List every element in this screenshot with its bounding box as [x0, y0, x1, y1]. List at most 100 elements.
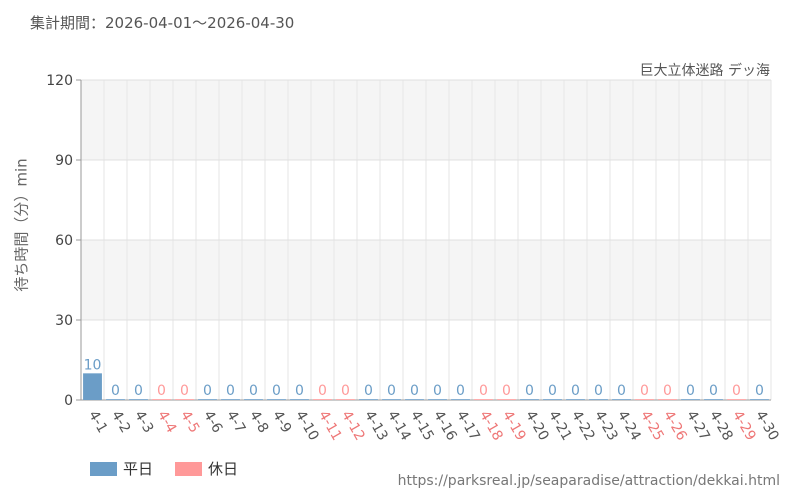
data-label-4-15: 0 — [410, 383, 419, 399]
data-label-4-13: 0 — [364, 383, 373, 399]
data-label-4-5: 0 — [180, 383, 189, 399]
y-tick-label: 120 — [46, 73, 73, 89]
data-label-4-21: 0 — [548, 383, 557, 399]
x-tick-label-4-13: 4-13 — [361, 408, 391, 444]
legend-label-holiday: 休日 — [208, 460, 239, 478]
bar-4-16 — [428, 399, 447, 400]
bar-4-18 — [474, 399, 493, 400]
y-tick-label: 90 — [55, 153, 73, 169]
x-tick-label-4-16: 4-16 — [430, 408, 460, 444]
data-label-4-30: 0 — [755, 383, 764, 399]
x-tick-label-4-29: 4-29 — [729, 408, 759, 444]
x-tick-label-4-8: 4-8 — [246, 408, 271, 436]
legend-item-holiday: 休日 — [175, 458, 238, 479]
y-tick-label: 30 — [55, 313, 73, 329]
bar-4-5 — [175, 399, 194, 400]
bar-4-13 — [359, 399, 378, 400]
x-tick-label-4-17: 4-17 — [453, 408, 483, 444]
x-tick-label-4-20: 4-20 — [522, 408, 552, 444]
x-tick-label-4-19: 4-19 — [499, 408, 529, 444]
bar-4-12 — [336, 399, 355, 400]
y-tick-label: 60 — [55, 233, 73, 249]
x-tick-label-4-15: 4-15 — [407, 408, 437, 444]
legend: 平日 休日 — [90, 458, 238, 479]
x-tick-label-4-3: 4-3 — [131, 408, 156, 436]
x-tick-label-4-30: 4-30 — [752, 408, 782, 444]
bar-4-17 — [451, 399, 470, 400]
x-tick-label-4-22: 4-22 — [568, 408, 598, 444]
data-label-4-6: 0 — [203, 383, 212, 399]
legend-item-weekday: 平日 — [90, 458, 153, 479]
bar-4-20 — [520, 399, 539, 400]
x-tick-label-4-27: 4-27 — [683, 408, 713, 444]
data-label-4-7: 0 — [226, 383, 235, 399]
x-tick-label-4-2: 4-2 — [108, 408, 133, 436]
data-label-4-22: 0 — [571, 383, 580, 399]
y-tick-label: 0 — [64, 393, 73, 409]
bar-4-22 — [566, 399, 585, 400]
bar-4-14 — [382, 399, 401, 400]
bar-4-15 — [405, 399, 424, 400]
data-label-4-2: 0 — [111, 383, 120, 399]
bar-4-6 — [198, 399, 217, 400]
data-label-4-14: 0 — [387, 383, 396, 399]
x-tick-label-4-9: 4-9 — [269, 408, 294, 436]
x-tick-label-4-7: 4-7 — [223, 408, 248, 436]
data-label-4-16: 0 — [433, 383, 442, 399]
data-label-4-17: 0 — [456, 383, 465, 399]
data-label-4-10: 0 — [295, 383, 304, 399]
bar-4-11 — [313, 399, 332, 400]
data-label-4-23: 0 — [594, 383, 603, 399]
bar-4-10 — [290, 399, 309, 400]
bar-4-19 — [497, 399, 516, 400]
x-tick-label-4-1: 4-1 — [85, 408, 110, 436]
bar-4-1 — [83, 373, 102, 400]
legend-label-weekday: 平日 — [123, 460, 154, 478]
data-label-4-3: 0 — [134, 383, 143, 399]
x-tick-label-4-28: 4-28 — [706, 408, 736, 444]
data-label-4-8: 0 — [249, 383, 258, 399]
period-text: 集計期間：2026-04-01～2026-04-30 — [30, 14, 295, 32]
bar-4-8 — [244, 399, 263, 400]
x-tick-label-4-6: 4-6 — [200, 408, 225, 436]
bar-4-25 — [635, 399, 654, 400]
x-tick-label-4-26: 4-26 — [660, 408, 690, 444]
bar-4-26 — [658, 399, 677, 400]
x-tick-label-4-4: 4-4 — [154, 408, 179, 436]
x-tick-label-4-5: 4-5 — [177, 408, 202, 436]
data-label-4-20: 0 — [525, 383, 534, 399]
bar-4-21 — [543, 399, 562, 400]
bar-4-27 — [681, 399, 700, 400]
data-label-4-4: 0 — [157, 383, 166, 399]
x-tick-label-4-23: 4-23 — [591, 408, 621, 444]
x-tick-label-4-25: 4-25 — [637, 408, 667, 444]
bar-4-2 — [106, 399, 125, 400]
x-tick-label-4-14: 4-14 — [384, 408, 414, 444]
data-label-4-12: 0 — [341, 383, 350, 399]
source-url: https://parksreal.jp/seaparadise/attract… — [397, 473, 780, 489]
x-tick-label-4-18: 4-18 — [476, 408, 506, 444]
legend-swatch-weekday — [90, 461, 117, 476]
data-label-4-26: 0 — [663, 383, 672, 399]
x-tick-label-4-11: 4-11 — [315, 408, 345, 444]
data-label-4-25: 0 — [640, 383, 649, 399]
bar-4-4 — [152, 399, 171, 400]
data-label-4-28: 0 — [709, 383, 718, 399]
x-tick-label-4-24: 4-24 — [614, 408, 644, 444]
legend-swatch-holiday — [175, 461, 203, 476]
bar-4-7 — [221, 399, 240, 400]
data-label-4-29: 0 — [732, 383, 741, 399]
data-label-4-24: 0 — [617, 383, 626, 399]
bar-4-29 — [727, 399, 746, 400]
chart-title: 巨大立体迷路 デッ海 — [639, 63, 770, 79]
data-label-4-18: 0 — [479, 383, 488, 399]
bar-4-30 — [750, 399, 769, 400]
x-tick-label-4-21: 4-21 — [545, 408, 575, 444]
bar-4-23 — [589, 399, 608, 400]
bar-4-9 — [267, 399, 286, 400]
x-tick-label-4-12: 4-12 — [338, 408, 368, 444]
data-label-4-1: 10 — [84, 357, 102, 373]
bar-4-28 — [704, 399, 723, 400]
